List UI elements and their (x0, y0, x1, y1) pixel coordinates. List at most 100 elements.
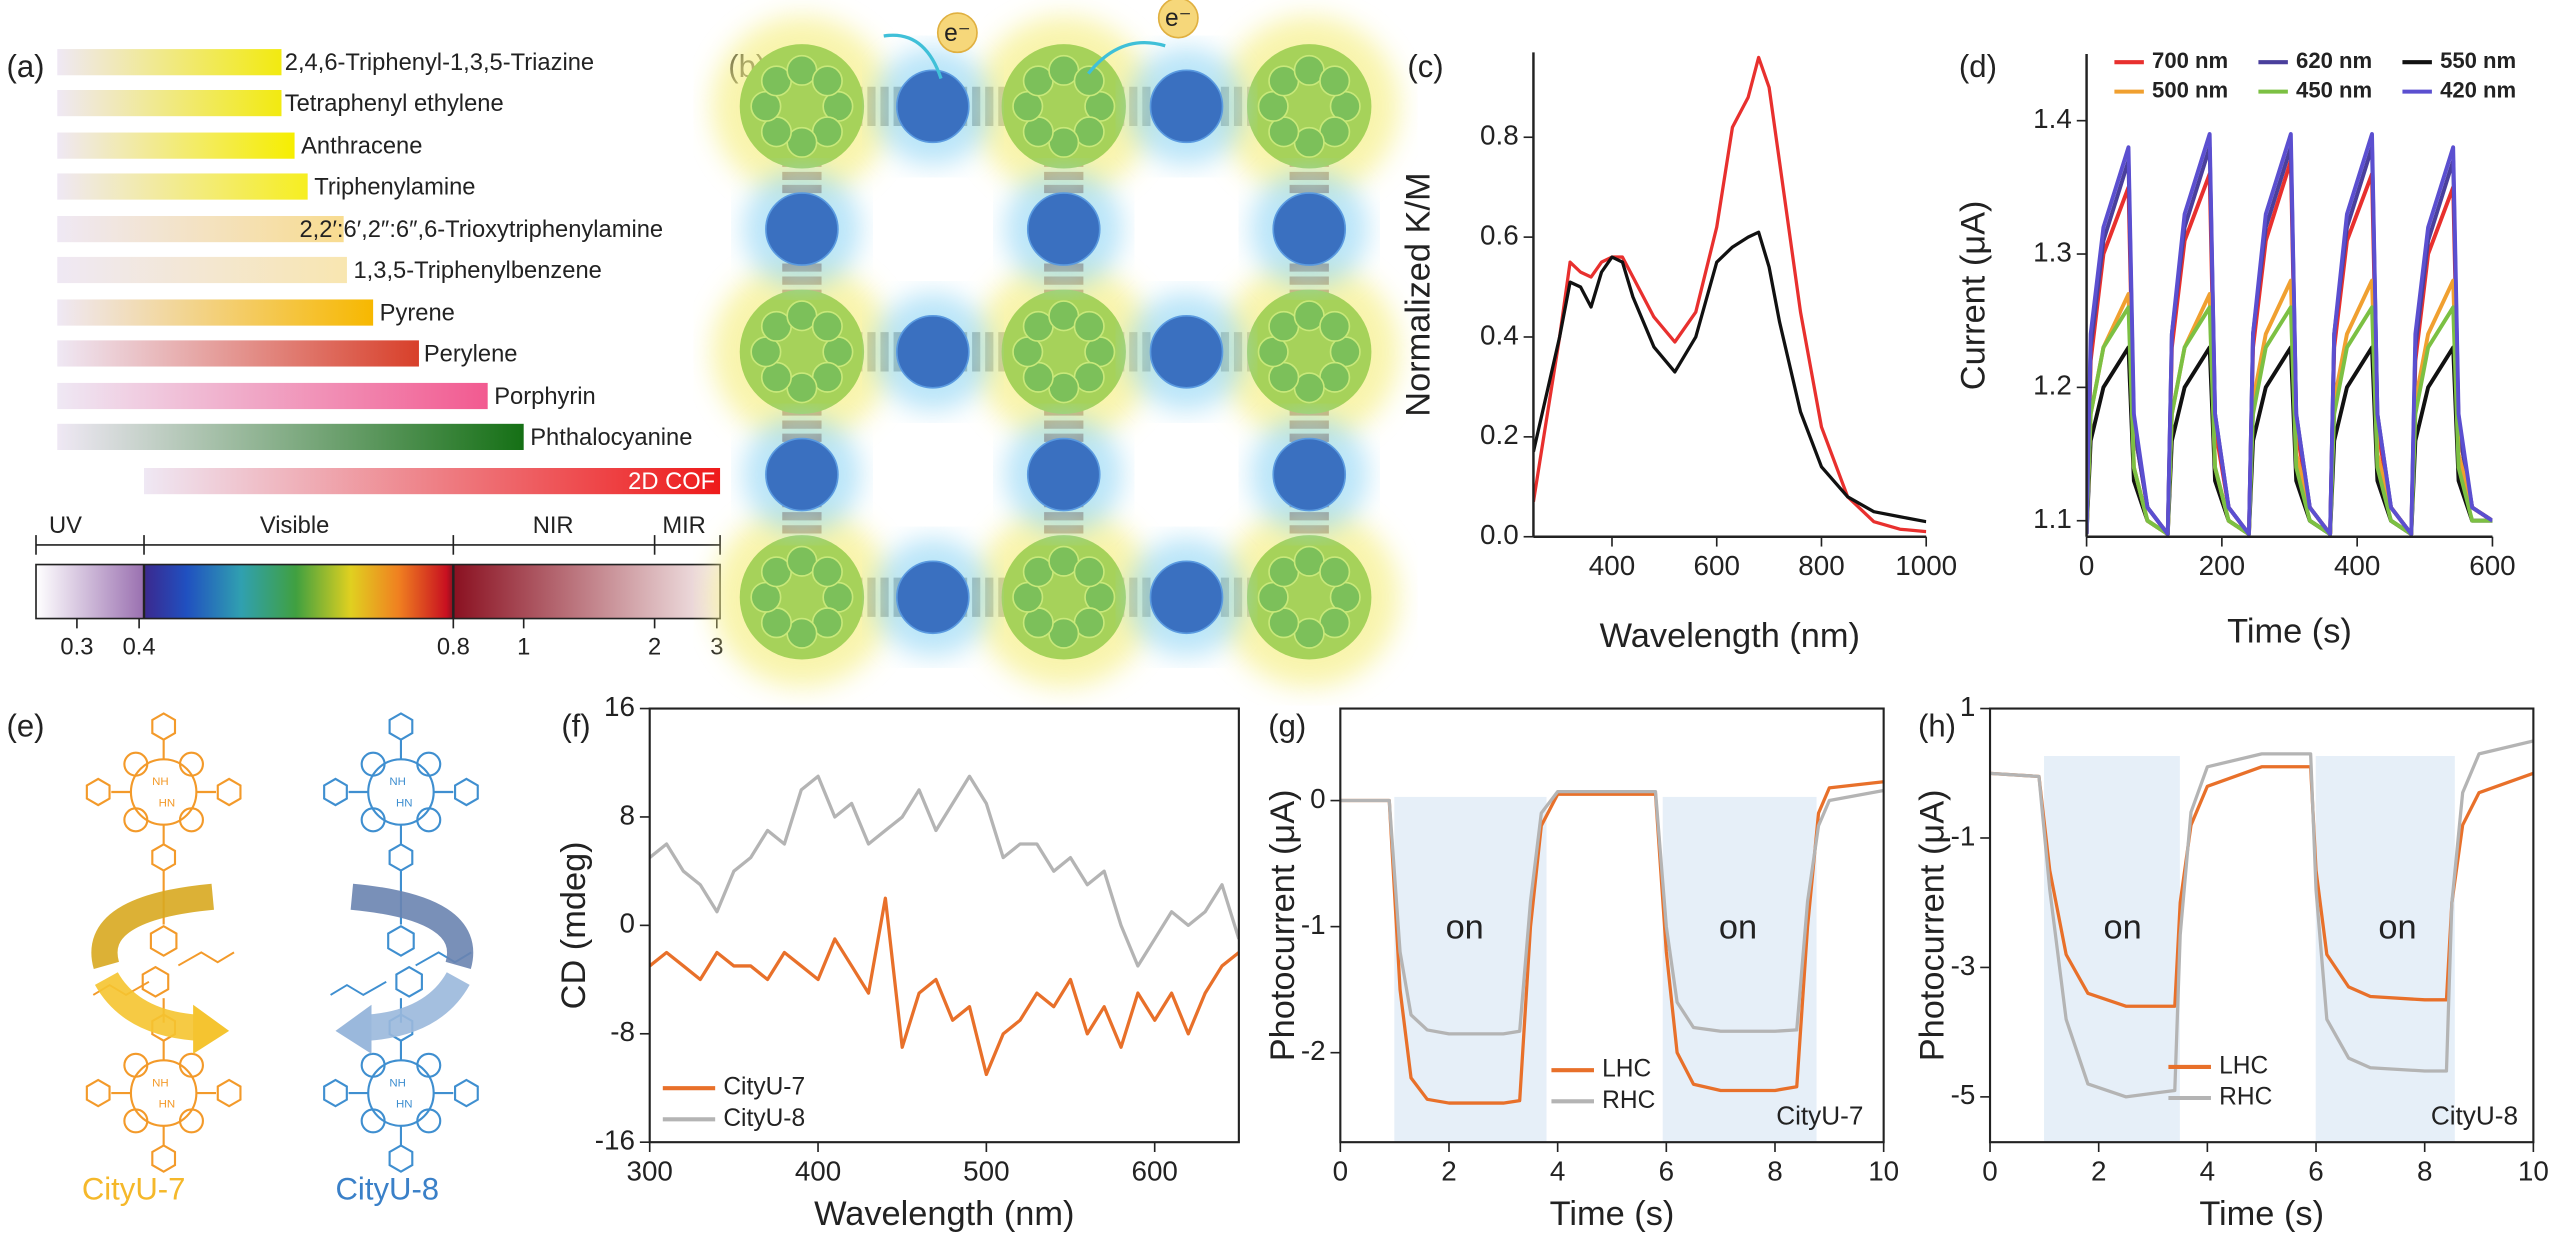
legend-label: RHC (2219, 1083, 2272, 1110)
plot-frame (1339, 707, 1885, 1144)
annotation: CityU-7 (1776, 1101, 1863, 1131)
electron-arrow (1087, 41, 1166, 75)
electron-arrow (883, 33, 943, 80)
electron-label: e⁻ (944, 20, 971, 47)
ring (454, 1078, 479, 1108)
x-tick-label: 4 (1550, 1156, 1565, 1187)
legend-label: RHC (1602, 1087, 1655, 1114)
linker-node (765, 192, 839, 266)
compound-label: Perylene (424, 341, 518, 367)
node-atom (811, 556, 843, 588)
compound-label: 2,2′:6′,2″:6″,6-Trioxytriphenylamine (299, 217, 663, 243)
x-tick-label: 10 (1868, 1156, 1899, 1187)
y-tick-label: 0.2 (1480, 419, 1519, 450)
y-tick-label: 0.6 (1480, 219, 1519, 250)
light-on-region (2315, 756, 2455, 1143)
x-tick-label: 8 (1767, 1156, 1782, 1187)
electron (1157, 0, 1199, 39)
legend-label: 700 nm (2152, 48, 2228, 73)
ring (388, 843, 414, 872)
panel-label: (f) (561, 708, 590, 743)
y-axis-label: Photocurrent (μA) (1913, 789, 1951, 1061)
x-tick-label: 2 (1441, 1156, 1456, 1187)
compound-label: 2,4,6-Triphenyl-1,3,5-Triazine (285, 50, 594, 76)
y-axis-label: CD (mdeg) (555, 841, 593, 1009)
y-axis-label: Current (μA) (1954, 201, 1992, 391)
linker-node (896, 69, 970, 144)
scale-label: 1 (517, 634, 530, 660)
x-tick-label: 4 (2200, 1156, 2215, 1187)
linker-node (1272, 437, 1347, 512)
atom-label: HN (159, 1099, 176, 1111)
arrow-head (193, 1004, 230, 1054)
x-tick-label: 1000 (1895, 550, 1957, 581)
scale-label: 0.8 (437, 634, 470, 660)
panel-label: (a) (7, 49, 45, 84)
compound-label: Anthracene (301, 134, 422, 160)
ring (151, 712, 177, 741)
pyrrole (360, 1108, 386, 1134)
pyrrole (178, 807, 204, 833)
region-label: MIR (662, 513, 705, 539)
series-line (1340, 780, 1884, 1105)
compound-label: 2D COF (628, 469, 715, 495)
series-line (649, 896, 1239, 1077)
scale-label: 3 (710, 634, 723, 660)
x-tick-label: 0 (2079, 550, 2094, 581)
node-atom (811, 310, 843, 342)
x-tick-label: 10 (2518, 1156, 2549, 1187)
arrow-head (335, 1004, 372, 1054)
atom-label: NH (152, 1077, 169, 1089)
annotation: CityU-8 (2431, 1101, 2518, 1131)
legend-label: 620 nm (2296, 48, 2372, 73)
x-tick-label: 200 (2199, 550, 2245, 581)
absorption-bar (57, 132, 295, 159)
x-tick-label: 400 (1589, 550, 1635, 581)
chirality-arrow (366, 971, 470, 1041)
pyrrole (360, 751, 386, 777)
x-tick-label: 6 (1659, 1156, 1674, 1187)
absorption-bar (57, 49, 282, 76)
lattice (711, 16, 1400, 688)
legend-label: CityU-8 (723, 1105, 805, 1132)
y-tick-label: -8 (610, 1016, 635, 1047)
x-tick-label: 800 (1798, 550, 1844, 581)
pyrrole (178, 1052, 204, 1078)
x-tick-label: 2 (2091, 1156, 2106, 1187)
ring (323, 1078, 348, 1108)
panel-label: (d) (1959, 49, 1997, 84)
series-line (649, 774, 1239, 968)
pyrrole (360, 807, 386, 833)
legend-label: 450 nm (2296, 77, 2372, 102)
scale-label: 0.3 (60, 634, 93, 660)
y-tick-label: 0 (620, 908, 635, 939)
absorption-bar (57, 382, 488, 410)
x-tick-label: 6 (2308, 1156, 2323, 1187)
pyrrole (123, 751, 149, 777)
absorption-bar (57, 216, 344, 243)
y-tick-label: 0.4 (1480, 319, 1519, 350)
annotation: on (2103, 909, 2141, 947)
ring (151, 1144, 177, 1173)
ring (388, 712, 414, 741)
x-tick-label: 0 (1333, 1156, 1348, 1187)
node-atom (811, 65, 843, 97)
panel-label: (g) (1268, 708, 1306, 743)
region-label: UV (49, 513, 82, 539)
macrocycle (129, 1059, 198, 1127)
ring (85, 777, 111, 807)
pyrrole (123, 1052, 149, 1078)
absorption-bar (144, 468, 721, 495)
atom-label: HN (396, 797, 413, 809)
node-atom (1073, 65, 1105, 97)
x-tick-label: 400 (2334, 550, 2380, 581)
pyrrole (178, 751, 204, 777)
ring (141, 965, 170, 998)
atom-label: NH (152, 776, 169, 788)
node-atom (1073, 310, 1105, 342)
series-line (2086, 132, 2493, 537)
absorption-bar (57, 173, 308, 200)
x-tick-label: 300 (627, 1156, 673, 1187)
absorption-bar (57, 90, 282, 117)
macrocycle (367, 1059, 435, 1127)
